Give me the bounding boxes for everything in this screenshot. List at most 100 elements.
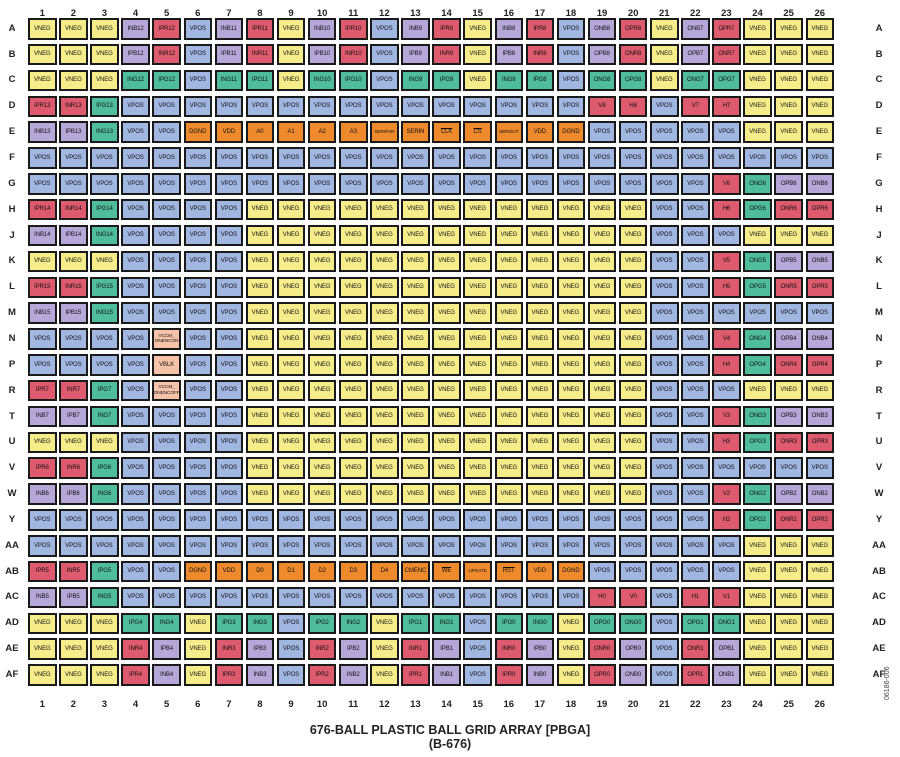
ball-cell: SERIN (401, 121, 430, 143)
ball-label: IPR11 (252, 25, 268, 32)
ball-cell: VNEG (401, 379, 430, 402)
ball-label: VNEG (562, 309, 580, 316)
ball-cell: VNEG (370, 664, 399, 686)
ball-cell: IPR14 (28, 198, 57, 221)
ball-label: H2 (722, 516, 731, 523)
ball-cell: VPOS (650, 586, 679, 609)
ball-label: VPOS (687, 309, 704, 316)
ball-cell: VPOS (183, 535, 212, 557)
ball-cell: A3 (339, 121, 368, 143)
ball-label: VPOS (687, 154, 704, 161)
ball-label: VPOS (718, 309, 735, 316)
ball-cell: VPOS (183, 328, 212, 350)
ball-cell: VNEG (370, 224, 399, 247)
ball-label: VNEG (500, 490, 518, 497)
ball-cell: VPOS (276, 147, 306, 169)
ball-label: VNEG (313, 284, 331, 290)
ball-label: ONR1 (687, 645, 704, 652)
ball-cell: VPOS (245, 509, 275, 531)
ball-label: IPB10 (314, 51, 331, 58)
column-label: 15 (472, 699, 483, 710)
ball-cell: VPOS (183, 509, 212, 531)
ball-label: OPG2 (749, 516, 766, 523)
ball-cell: OPR7 (712, 18, 741, 40)
ball-cell: VPOS (370, 509, 399, 531)
ball-label: VNEG (33, 620, 51, 627)
ball-label: D2 (318, 568, 326, 575)
ball-cell: VNEG (650, 69, 679, 92)
ball-label: VNEG (780, 542, 797, 549)
ball-label: VNEG (469, 413, 486, 420)
ball-label: D4 (380, 568, 389, 575)
ball-label: V0 (629, 594, 637, 601)
ball-cell: VPOS (494, 586, 523, 609)
ball-cell: INB14 (28, 224, 57, 247)
ball-cell: VPOS (681, 302, 710, 324)
ball-label: VPOS (251, 180, 269, 187)
ball-cell: VNEG (774, 43, 803, 66)
ball-cell: VPOS (650, 405, 679, 428)
ball-label: VPOS (469, 154, 486, 161)
ball-cell: ONG0 (618, 612, 648, 635)
ball-label: VNEG (344, 490, 362, 497)
ball-label: VPOS (220, 413, 237, 420)
ball-label: VNEG (469, 284, 486, 290)
row-label: W (7, 488, 17, 500)
ball-label: INR2 (315, 645, 329, 652)
ball-label: VNEG (780, 25, 797, 32)
ball-cell: VPOS (121, 250, 150, 273)
ball-label: VNEG (593, 206, 611, 213)
row-label: AC (872, 591, 886, 603)
ball-cell: OPG3 (743, 431, 772, 454)
ball-label: VPOS (656, 413, 673, 420)
ball-cell: VPOS (743, 302, 772, 324)
ball-label: ONB6 (811, 180, 828, 187)
ball-cell: VPOS (183, 43, 212, 66)
ball-cell: VNEG (59, 612, 88, 635)
ball-label: VPOS (251, 516, 269, 523)
ball-cell: V4 (712, 328, 741, 350)
ball-cell: VNEG (463, 431, 492, 454)
ball-cell: VNEG (339, 354, 368, 376)
ball-cell: VPOS (121, 224, 150, 247)
ball-cell: VNEG (525, 405, 555, 428)
ball-label: VPOS (314, 103, 331, 110)
ball-label: VPOS (189, 542, 206, 549)
ball-cell: VNEG (650, 18, 679, 40)
ball-cell: ONB4 (805, 328, 834, 350)
ball-label: VNEG (344, 206, 362, 213)
ball-label: VNEG (313, 309, 331, 316)
ball-label: SEROUT (499, 129, 519, 135)
ball-cell: VNEG (28, 18, 57, 40)
ball-label: V5 (722, 258, 730, 265)
ball-cell: VNEG (245, 354, 275, 376)
ball-label: VPOS (562, 594, 580, 601)
ball-label: VNEG (531, 258, 549, 265)
ball-cell: VPOS (650, 560, 679, 583)
ball-cell: INB10 (307, 18, 337, 40)
ball-label: VNEG (749, 103, 766, 110)
ball-cell: VPOS (650, 173, 679, 195)
ball-cell: VNEG (556, 612, 586, 635)
ball-label: INB11 (220, 25, 237, 32)
ball-cell: VNEG (774, 224, 803, 247)
row-label: D (8, 100, 16, 112)
ball-cell: VNEG (307, 379, 337, 402)
ball-cell: INR11 (245, 43, 275, 66)
ball-cell: VNEG (618, 483, 648, 505)
ball-label: VPOS (500, 594, 517, 601)
ball-cell: VNEG (307, 250, 337, 273)
ball-cell: VNEG (525, 224, 555, 247)
ball-label: VPOS (158, 180, 175, 187)
ball-cell: IPG2 (307, 612, 337, 635)
ball-cell: VNEG (525, 302, 555, 324)
ball-cell: VNEG (307, 431, 337, 454)
ball-label: VPOS (282, 103, 300, 110)
ball-label: INB12 (127, 25, 144, 32)
ball-label: VPOS (96, 335, 113, 342)
ball-cell: INR4 (121, 638, 150, 660)
ball-label: VPOS (656, 387, 673, 394)
ball-cell: VNEG (183, 664, 212, 686)
ball-cell: INB0 (525, 664, 555, 686)
ball-label: VPOS (127, 464, 144, 471)
